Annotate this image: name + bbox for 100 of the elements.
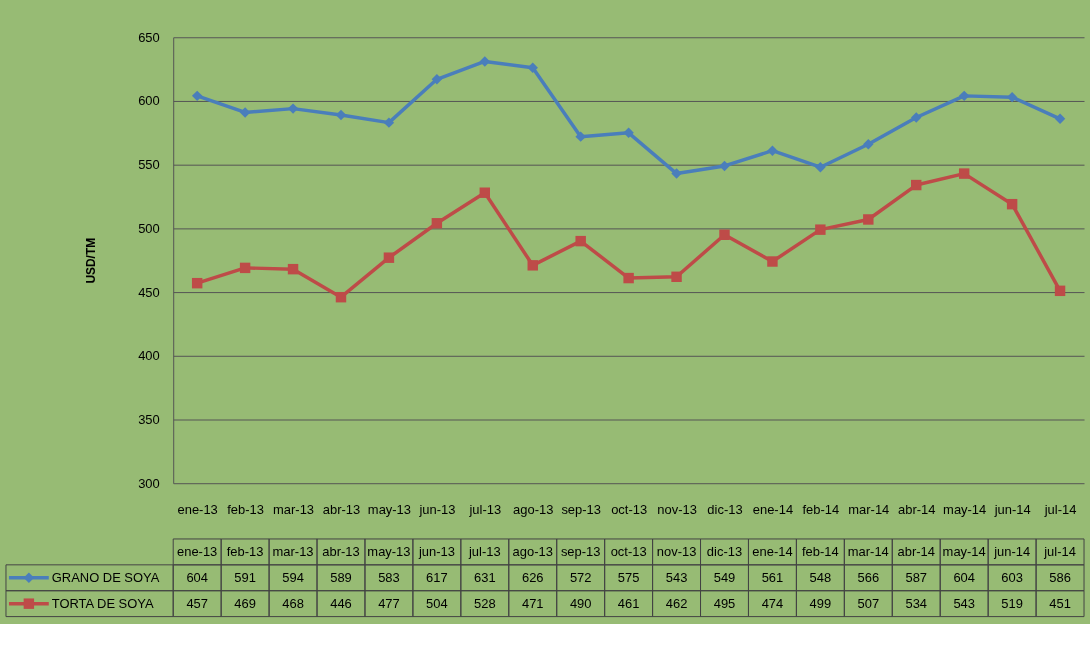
data-label: 469 [234, 595, 256, 611]
data-label: 549 [713, 569, 736, 585]
data-label: 474 [761, 595, 784, 611]
data-label: 499 [809, 595, 832, 611]
x-tick-label: mar-14 [848, 501, 890, 517]
data-label: 457 [186, 595, 208, 611]
x-tick-label: may-13 [367, 501, 411, 517]
category-label: jul-13 [468, 543, 501, 559]
data-label: 461 [617, 595, 640, 611]
category-label: abr-13 [322, 543, 360, 559]
x-tick-label: abr-13 [322, 501, 361, 517]
x-tick-label: mar-13 [273, 501, 315, 517]
data-label: 471 [521, 595, 544, 611]
category-label: oct-13 [610, 543, 647, 559]
x-tick-label: dic-13 [707, 501, 743, 517]
data-label: 519 [1001, 595, 1023, 611]
data-label: 490 [569, 595, 592, 611]
category-label: dic-13 [706, 543, 743, 559]
x-tick-label: nov-13 [657, 501, 697, 517]
point [958, 168, 970, 179]
legend-label: GRANO DE SOYA [51, 569, 160, 585]
x-tick-label: ene-13 [177, 501, 218, 517]
point [479, 187, 491, 198]
point [911, 112, 922, 123]
data-label: 507 [857, 595, 880, 611]
point [383, 252, 395, 263]
data-label: 504 [426, 595, 448, 611]
point [335, 291, 347, 303]
x-tick-label: jul-14 [1043, 501, 1077, 517]
category-label: may-13 [367, 543, 411, 559]
x-tick-label: jun-14 [993, 501, 1031, 517]
data-label: 495 [713, 595, 736, 611]
data-label: 587 [905, 569, 928, 585]
data-label: 583 [378, 569, 400, 585]
point [863, 214, 874, 225]
point [1054, 285, 1066, 297]
point [287, 263, 299, 275]
y-axis-title: USD/TM [84, 237, 99, 284]
y-tick-label: 450 [138, 284, 160, 300]
x-tick-label: jun-13 [418, 501, 456, 517]
point [671, 271, 682, 283]
category-label: jun-13 [418, 543, 455, 559]
point [719, 160, 730, 172]
y-tick-label: 600 [138, 93, 160, 109]
category-label: jun-14 [994, 543, 1031, 559]
point [767, 256, 778, 267]
x-tick-label: abr-14 [898, 501, 936, 517]
data-label: 626 [521, 569, 544, 585]
category-label: ago-13 [512, 543, 553, 559]
category-label: sep-13 [560, 543, 601, 559]
point [815, 224, 826, 235]
point [863, 139, 874, 150]
data-label: 446 [330, 595, 352, 611]
category-label: jul-14 [1044, 543, 1076, 559]
x-tick-label: ago-13 [513, 501, 554, 517]
data-label: 548 [809, 569, 832, 585]
x-tick-label: may-14 [943, 501, 987, 517]
data-label: 477 [378, 595, 400, 611]
data-label: 631 [474, 569, 496, 585]
category-label: abr-14 [897, 543, 935, 559]
point [958, 90, 970, 102]
category-label: ene-13 [177, 543, 218, 559]
data-label: 617 [426, 569, 448, 585]
point [1054, 113, 1066, 125]
category-label: feb-14 [802, 543, 839, 559]
point [383, 117, 395, 128]
x-tick-label: feb-14 [802, 501, 840, 517]
x-tick-label: sep-13 [561, 501, 601, 517]
data-label: 468 [282, 595, 304, 611]
y-tick-label: 300 [138, 475, 160, 491]
point [239, 262, 251, 274]
point [191, 277, 203, 289]
data-label: 604 [186, 569, 208, 585]
data-label: 566 [857, 569, 880, 585]
data-label: 575 [617, 569, 640, 585]
point [1006, 198, 1018, 210]
data-label: 462 [665, 595, 688, 611]
point [671, 168, 682, 179]
point [431, 218, 443, 229]
data-label: 603 [1001, 569, 1023, 585]
category-label: may-14 [942, 543, 986, 559]
point [623, 127, 634, 139]
point [575, 235, 586, 247]
data-label: 594 [282, 569, 304, 585]
point [767, 145, 778, 156]
x-tick-label: ene-14 [752, 501, 794, 517]
category-label: nov-13 [656, 543, 697, 559]
y-tick-label: 350 [138, 411, 160, 427]
data-label: 604 [953, 569, 975, 585]
category-label: feb-13 [226, 543, 264, 559]
point [623, 272, 634, 284]
x-tick-label: oct-13 [611, 501, 648, 517]
data-label: 528 [474, 595, 496, 611]
data-label: 572 [569, 569, 592, 585]
point [431, 74, 443, 85]
data-label: 589 [330, 569, 352, 585]
point [527, 260, 538, 271]
category-label: ene-14 [752, 543, 793, 559]
point [575, 131, 586, 142]
point [911, 179, 922, 191]
